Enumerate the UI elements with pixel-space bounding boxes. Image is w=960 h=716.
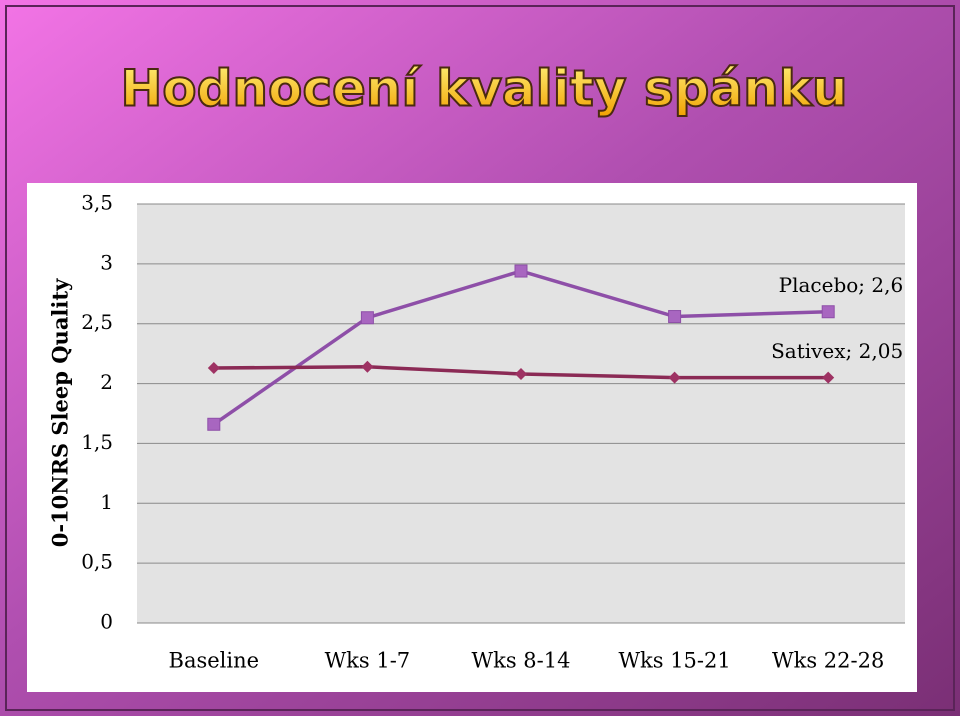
marker xyxy=(514,264,528,278)
marker xyxy=(668,371,681,384)
x-tick-label: Wks 8-14 xyxy=(472,649,571,673)
marker xyxy=(361,360,374,373)
y-tick-label: 2,5 xyxy=(81,310,113,334)
marker xyxy=(821,305,835,319)
y-tick-label: 0 xyxy=(100,610,113,634)
marker xyxy=(207,362,220,375)
slide-border xyxy=(5,5,955,711)
x-tick-label: Baseline xyxy=(169,649,260,673)
y-tick-label: 0,5 xyxy=(81,550,113,574)
x-tick-label: Wks 15-21 xyxy=(618,649,730,673)
marker xyxy=(822,371,835,384)
slide-title: Hodnocení kvality spánku xyxy=(120,60,847,118)
marker xyxy=(207,417,221,431)
data-label: Sativex; 2,05 xyxy=(771,339,903,363)
y-tick-label: 1,5 xyxy=(81,430,113,454)
marker xyxy=(668,310,682,324)
y-tick-label: 3 xyxy=(100,250,113,274)
marker xyxy=(515,367,527,380)
y-tick-label: 3,5 xyxy=(81,191,113,215)
x-tick-label: Wks 1-7 xyxy=(325,649,411,673)
chart: 0 0,5 1 1,5 2 2,5 3 3,5 Baseline Wks 1-7 Wks 8-14 W… xyxy=(81,191,905,673)
x-tick-label: Wks 22-28 xyxy=(772,649,884,673)
y-tick-label: 1 xyxy=(100,490,113,514)
marker xyxy=(360,311,374,325)
data-label: Placebo; 2,6 xyxy=(779,273,904,297)
y-axis-label: 0-10NRS Sleep Quality xyxy=(48,278,73,547)
y-tick-label: 2 xyxy=(100,370,113,394)
